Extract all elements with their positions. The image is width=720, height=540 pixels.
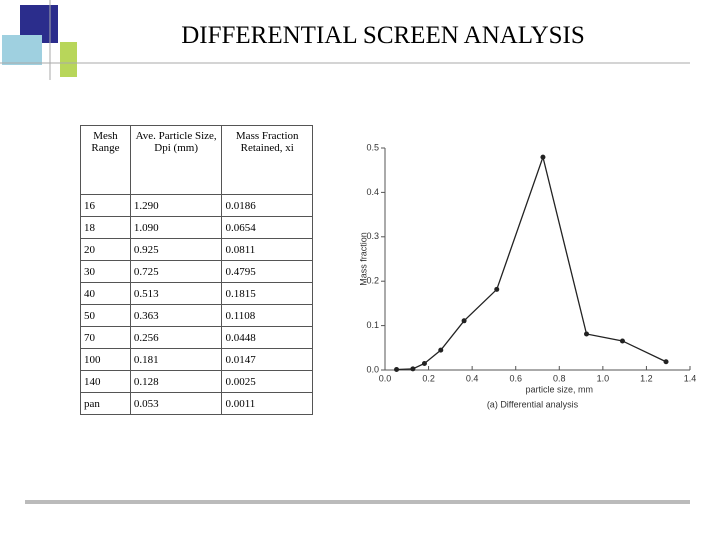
- x-tick-label: 1.2: [640, 373, 653, 383]
- table-cell: 30: [80, 260, 131, 283]
- y-tick-label: 0.5: [366, 142, 379, 152]
- table-cell: 70: [80, 326, 131, 349]
- point: [438, 347, 444, 353]
- x-axis-label: particle size, mm: [526, 384, 594, 394]
- point: [619, 338, 625, 344]
- table-row: 140 0.128 0.0025: [80, 370, 313, 393]
- point: [494, 286, 500, 292]
- table-cell: 0.0147: [221, 348, 313, 371]
- table-cell: 0.0811: [221, 238, 313, 261]
- x-tick-label: 0.2: [422, 373, 435, 383]
- table-cell: 0.1108: [221, 304, 313, 327]
- y-tick-label: 0.0: [366, 364, 379, 374]
- table-cell: 0.181: [129, 348, 223, 371]
- point: [461, 318, 467, 324]
- y-tick-label: 0.3: [366, 231, 379, 241]
- point: [421, 360, 427, 366]
- x-tick-label: 0.6: [509, 373, 522, 383]
- header-cell: Mesh Range: [80, 125, 131, 195]
- table-cell: 0.0025: [221, 370, 313, 393]
- y-tick-label: 0.2: [366, 276, 379, 286]
- table-cell: 0.256: [129, 326, 223, 349]
- table-cell: 0.513: [129, 282, 223, 305]
- table-cell: 0.4795: [221, 260, 313, 283]
- table-cell: 0.1815: [221, 282, 313, 305]
- decor: [60, 42, 77, 77]
- y-tick-label: 0.1: [366, 320, 379, 330]
- table-row: 20 0.925 0.0811: [80, 238, 313, 261]
- x-tick-label: 0.0: [379, 373, 392, 383]
- header-cell: Ave. Particle Size, Dpi (mm): [129, 125, 223, 195]
- table-cell: 1.290: [129, 194, 223, 217]
- table-cell: 0.363: [129, 304, 223, 327]
- x-tick-label: 0.8: [553, 373, 566, 383]
- table-cell: 0.0186: [221, 194, 313, 217]
- table-row: 18 1.090 0.0654: [80, 216, 313, 239]
- table-row: 30 0.725 0.4795: [80, 260, 313, 283]
- table-cell: pan: [80, 392, 131, 415]
- point: [584, 331, 590, 337]
- table-row: 50 0.363 0.1108: [80, 304, 313, 327]
- slide-title: DIFFERENTIAL SCREEN ANALYSIS: [181, 22, 585, 49]
- table-cell: 20: [80, 238, 131, 261]
- table-cell: 0.128: [129, 370, 223, 393]
- point: [663, 359, 669, 365]
- table-row: 40 0.513 0.1815: [80, 282, 313, 305]
- data-table: Mesh Range Ave. Particle Size, Dpi (mm) Ma…: [80, 125, 313, 415]
- table-cell: 100: [80, 348, 131, 371]
- x-tick-label: 1.4: [684, 373, 697, 383]
- decor: [2, 35, 42, 65]
- table-cell: 0.925: [129, 238, 223, 261]
- point: [540, 154, 546, 160]
- table-cell: 0.053: [129, 392, 223, 415]
- table-row: 100 0.181 0.0147: [80, 348, 313, 371]
- y-tick-label: 0.4: [366, 187, 379, 197]
- table-cell: 1.090: [129, 216, 223, 239]
- header-cell: Mass Fraction Retained, xi: [221, 125, 313, 195]
- chart-caption: (a) Differential analysis: [487, 399, 579, 409]
- point: [394, 367, 400, 373]
- table-cell: 0.0448: [221, 326, 313, 349]
- rule: [25, 500, 690, 504]
- table-cell: 140: [80, 370, 131, 393]
- table-cell: 18: [80, 216, 131, 239]
- x-tick-label: 1.0: [597, 373, 610, 383]
- table-cell: 0.0654: [221, 216, 313, 239]
- line: [396, 154, 667, 371]
- table-cell: 0.0011: [221, 392, 313, 415]
- x-tick-label: 0.4: [466, 373, 479, 383]
- table-row: pan 0.053 0.0011: [80, 392, 313, 415]
- table-row: 70 0.256 0.0448: [80, 326, 313, 349]
- table-cell: 16: [80, 194, 131, 217]
- table-cell: 50: [80, 304, 131, 327]
- table-row: 16 1.290 0.0186: [80, 194, 313, 217]
- y-axis-label: Mass fraction: [358, 232, 368, 286]
- table-cell: 0.725: [129, 260, 223, 283]
- table-cell: 40: [80, 282, 131, 305]
- point: [410, 366, 416, 372]
